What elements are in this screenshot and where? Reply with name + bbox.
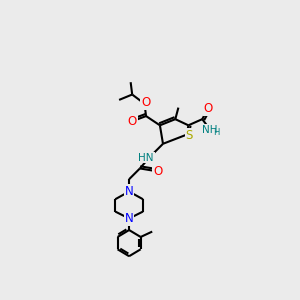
Text: H: H	[213, 128, 219, 137]
Text: O: O	[204, 102, 213, 115]
Text: N: N	[125, 212, 134, 225]
Text: O: O	[153, 165, 162, 178]
Text: S: S	[185, 129, 193, 142]
Text: N: N	[125, 185, 134, 198]
Text: NH: NH	[202, 125, 218, 135]
Text: O: O	[128, 115, 137, 128]
Text: O: O	[141, 97, 151, 110]
Text: HN: HN	[138, 153, 154, 163]
